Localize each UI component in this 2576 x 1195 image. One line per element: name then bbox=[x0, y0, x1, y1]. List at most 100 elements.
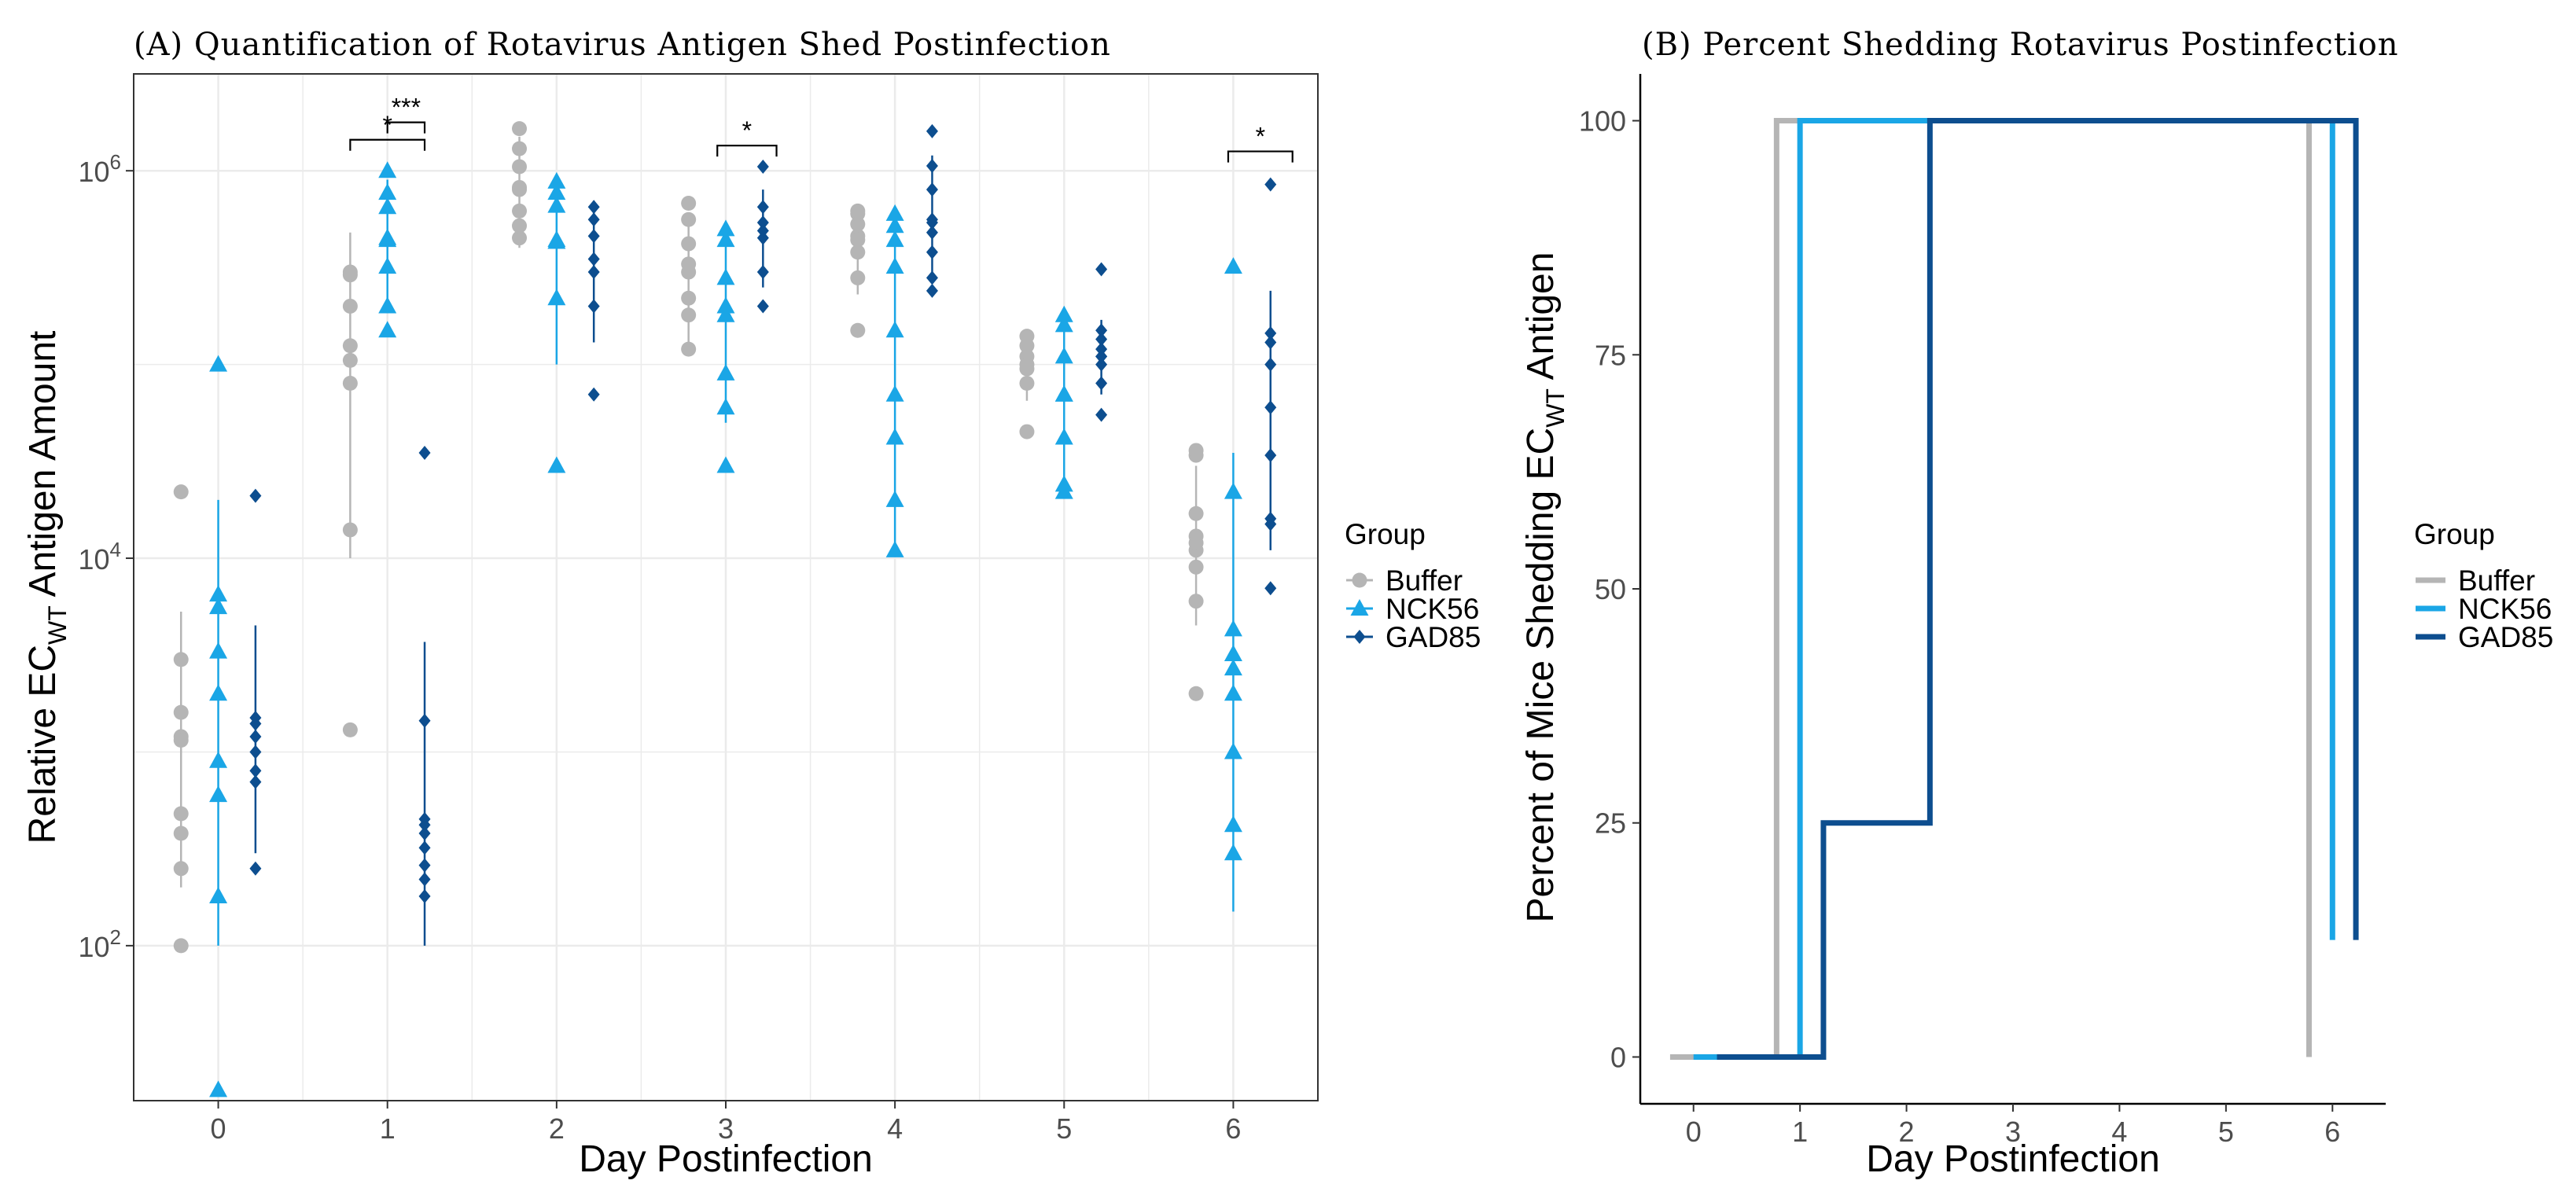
panel-a-significance: ***** * bbox=[349, 94, 1294, 163]
point-buffer-day-3 bbox=[681, 290, 697, 306]
point-nck56-day-6 bbox=[1224, 257, 1242, 274]
panel-a-title: (A) Quantification of Rotavirus Antigen … bbox=[134, 27, 1111, 63]
mean-buffer-day-6 bbox=[1188, 535, 1204, 551]
point-nck56-day-4 bbox=[885, 428, 904, 445]
significance-bracket bbox=[716, 145, 778, 157]
point-nck56-day-1 bbox=[378, 161, 397, 178]
panel-b-x-tick-label: 6 bbox=[2324, 1116, 2340, 1148]
panel-b-y-tick-label: 50 bbox=[1595, 573, 1626, 605]
point-buffer-day-4 bbox=[850, 216, 866, 232]
point-buffer-day-3 bbox=[681, 211, 697, 227]
panel-a-legend-title: Group bbox=[1345, 518, 1426, 550]
point-buffer-day-1 bbox=[342, 376, 358, 392]
panel-b-x-tick-label: 5 bbox=[2218, 1116, 2234, 1148]
point-nck56-day-3 bbox=[716, 305, 735, 322]
point-nck56-day-6 bbox=[1224, 684, 1242, 701]
point-gad85-day-1 bbox=[418, 713, 431, 728]
panel-a-y-tick-label: 104 bbox=[78, 538, 121, 575]
point-gad85-day-4 bbox=[926, 182, 938, 197]
panel-a-x-tick-label: 1 bbox=[380, 1112, 396, 1145]
point-gad85-day-4 bbox=[926, 245, 938, 259]
panel-a-y-label-sub: WT bbox=[43, 605, 72, 645]
panel-b-y-ticks: 0 25 50 75 100 bbox=[1579, 105, 1640, 1073]
panel-a-chart: (A) Quantification of Rotavirus Antigen … bbox=[22, 27, 1481, 1180]
point-nck56-day-5 bbox=[1054, 315, 1073, 333]
significance-bracket bbox=[386, 121, 426, 134]
panel-b-x-tick-label: 0 bbox=[1686, 1116, 1702, 1148]
point-gad85-day-2 bbox=[587, 229, 600, 244]
point-buffer-day-4 bbox=[850, 322, 866, 338]
point-nck56-day-1 bbox=[378, 183, 397, 200]
mean-nck56-day-3 bbox=[716, 296, 735, 314]
mean-buffer-day-4 bbox=[850, 232, 866, 248]
point-nck56-day-4 bbox=[885, 257, 904, 274]
point-nck56-day-5 bbox=[1054, 347, 1073, 364]
panel-a-y-label: Relative ECWT Antigen Amount bbox=[22, 331, 72, 844]
point-nck56-day-1 bbox=[378, 321, 397, 338]
point-gad85-day-4 bbox=[926, 158, 938, 173]
point-nck56-day-4 bbox=[885, 384, 904, 402]
mean-gad85-day-5 bbox=[1095, 349, 1108, 364]
panel-a-x-tick-label: 0 bbox=[211, 1112, 226, 1145]
legend-key-buffer bbox=[1352, 572, 1367, 588]
point-gad85-day-0 bbox=[249, 711, 262, 726]
legend-label-nck56: NCK56 bbox=[2458, 593, 2552, 625]
point-gad85-day-4 bbox=[926, 283, 938, 298]
panel-b-y-tick-label: 0 bbox=[1610, 1041, 1626, 1073]
point-nck56-day-6 bbox=[1224, 815, 1242, 833]
point-nck56-day-2 bbox=[547, 456, 566, 473]
point-gad85-day-0 bbox=[249, 763, 262, 778]
point-buffer-day-3 bbox=[681, 341, 697, 357]
point-gad85-day-6 bbox=[1264, 357, 1277, 372]
point-buffer-day-2 bbox=[512, 159, 528, 175]
point-nck56-day-5 bbox=[1054, 428, 1073, 445]
point-gad85-day-1 bbox=[418, 826, 431, 841]
point-buffer-day-1 bbox=[342, 264, 358, 280]
legend-key-gad85 bbox=[1353, 630, 1366, 644]
panel-a-y-label-rest: Antigen Amount bbox=[22, 331, 64, 606]
point-gad85-day-3 bbox=[756, 159, 769, 174]
point-gad85-day-2 bbox=[587, 387, 600, 402]
point-gad85-day-3 bbox=[756, 265, 769, 280]
significance-bracket bbox=[1227, 150, 1294, 163]
mean-gad85-day-4 bbox=[926, 212, 938, 227]
point-nck56-day-4 bbox=[885, 490, 904, 507]
point-nck56-day-1 bbox=[378, 296, 397, 314]
point-nck56-day-5 bbox=[1054, 475, 1073, 492]
panel-a-x-tick-label: 4 bbox=[887, 1112, 903, 1145]
point-buffer-day-1 bbox=[342, 522, 358, 538]
step-line-buffer bbox=[1669, 118, 2312, 1060]
point-buffer-day-0 bbox=[173, 825, 189, 841]
panel-a-x-tick-label: 2 bbox=[549, 1112, 565, 1145]
point-buffer-day-2 bbox=[512, 218, 528, 233]
point-buffer-day-2 bbox=[512, 121, 528, 137]
significance-label: * bbox=[1256, 123, 1265, 151]
point-buffer-day-0 bbox=[173, 806, 189, 822]
panel-b-x-tick-label: 3 bbox=[2005, 1116, 2021, 1148]
point-buffer-day-2 bbox=[512, 141, 528, 156]
point-buffer-day-0 bbox=[173, 484, 189, 500]
point-nck56-day-3 bbox=[716, 456, 735, 473]
point-nck56-day-0 bbox=[209, 751, 228, 768]
point-buffer-day-0 bbox=[173, 704, 189, 720]
point-nck56-day-4 bbox=[885, 540, 904, 557]
point-nck56-day-0 bbox=[209, 585, 228, 602]
legend-label-buffer: Buffer bbox=[2458, 564, 2535, 597]
panel-a-x-label: Day Postinfection bbox=[579, 1138, 873, 1180]
point-gad85-day-6 bbox=[1264, 177, 1277, 192]
point-gad85-day-1 bbox=[418, 840, 431, 855]
panel-b-y-tick-label: 100 bbox=[1579, 105, 1626, 138]
point-gad85-day-2 bbox=[587, 200, 600, 215]
panel-b-x-label: Day Postinfection bbox=[1866, 1138, 2160, 1180]
point-gad85-day-1 bbox=[418, 445, 431, 460]
point-gad85-day-3 bbox=[756, 299, 769, 314]
panel-a-x-tick-label: 3 bbox=[718, 1112, 734, 1145]
point-gad85-day-0 bbox=[249, 861, 262, 876]
mean-gad85-day-1 bbox=[418, 811, 431, 826]
point-gad85-day-4 bbox=[926, 123, 938, 138]
point-buffer-day-0 bbox=[173, 652, 189, 667]
mean-gad85-day-0 bbox=[249, 745, 262, 759]
panel-a-y-tick-label: 102 bbox=[78, 925, 121, 963]
point-buffer-day-2 bbox=[512, 230, 528, 246]
